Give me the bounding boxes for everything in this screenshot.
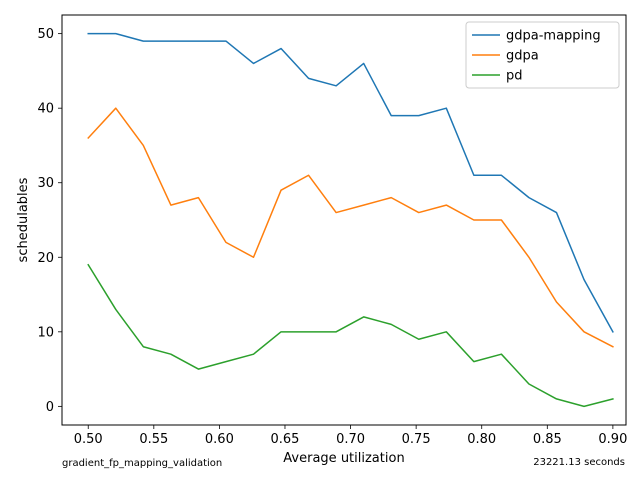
x-tick-label: 0.80: [467, 432, 496, 447]
legend-label-gdpa: gdpa: [506, 49, 539, 64]
y-tick-label: 10: [37, 325, 54, 340]
footer-right-text: 23221.13 seconds: [533, 457, 625, 468]
plot-lines: [87, 32, 614, 408]
x-tick-label: 0.50: [74, 432, 103, 447]
y-tick-label: 30: [37, 176, 54, 191]
x-axis-label: Average utilization: [283, 451, 404, 466]
x-axis: 0.50 0.55 0.60 0.65 0.70 0.75 0.80 0.85 0.90: [74, 425, 627, 447]
x-tick-label: 0.55: [139, 432, 168, 447]
plot-frame: [61, 14, 627, 426]
x-tick-label: 0.60: [205, 432, 234, 447]
y-tick-label: 20: [37, 251, 54, 266]
series-line-pd: [87, 263, 614, 408]
x-tick-label: 0.90: [598, 432, 627, 447]
y-axis: 0 10 20 30 40 50: [37, 27, 62, 415]
x-tick-label: 0.70: [336, 432, 365, 447]
y-axis-label: schedulables: [16, 177, 31, 262]
series-line-gdpa-mapping: [87, 32, 614, 333]
legend-label-pd: pd: [506, 69, 523, 84]
y-tick-label: 40: [37, 102, 54, 117]
footer-left-text: gradient_fp_mapping_validation: [62, 458, 222, 469]
y-tick-label: 50: [37, 27, 54, 42]
legend-label-gdpa-mapping: gdpa-mapping: [506, 29, 601, 44]
legend-box: [465, 21, 620, 89]
x-tick-label: 0.85: [533, 432, 562, 447]
series-line-gdpa: [87, 107, 614, 348]
y-tick-label: 0: [46, 400, 54, 415]
x-tick-label: 0.75: [402, 432, 431, 447]
legend: gdpa-mapping gdpa pd: [465, 21, 620, 89]
x-tick-label: 0.65: [271, 432, 300, 447]
